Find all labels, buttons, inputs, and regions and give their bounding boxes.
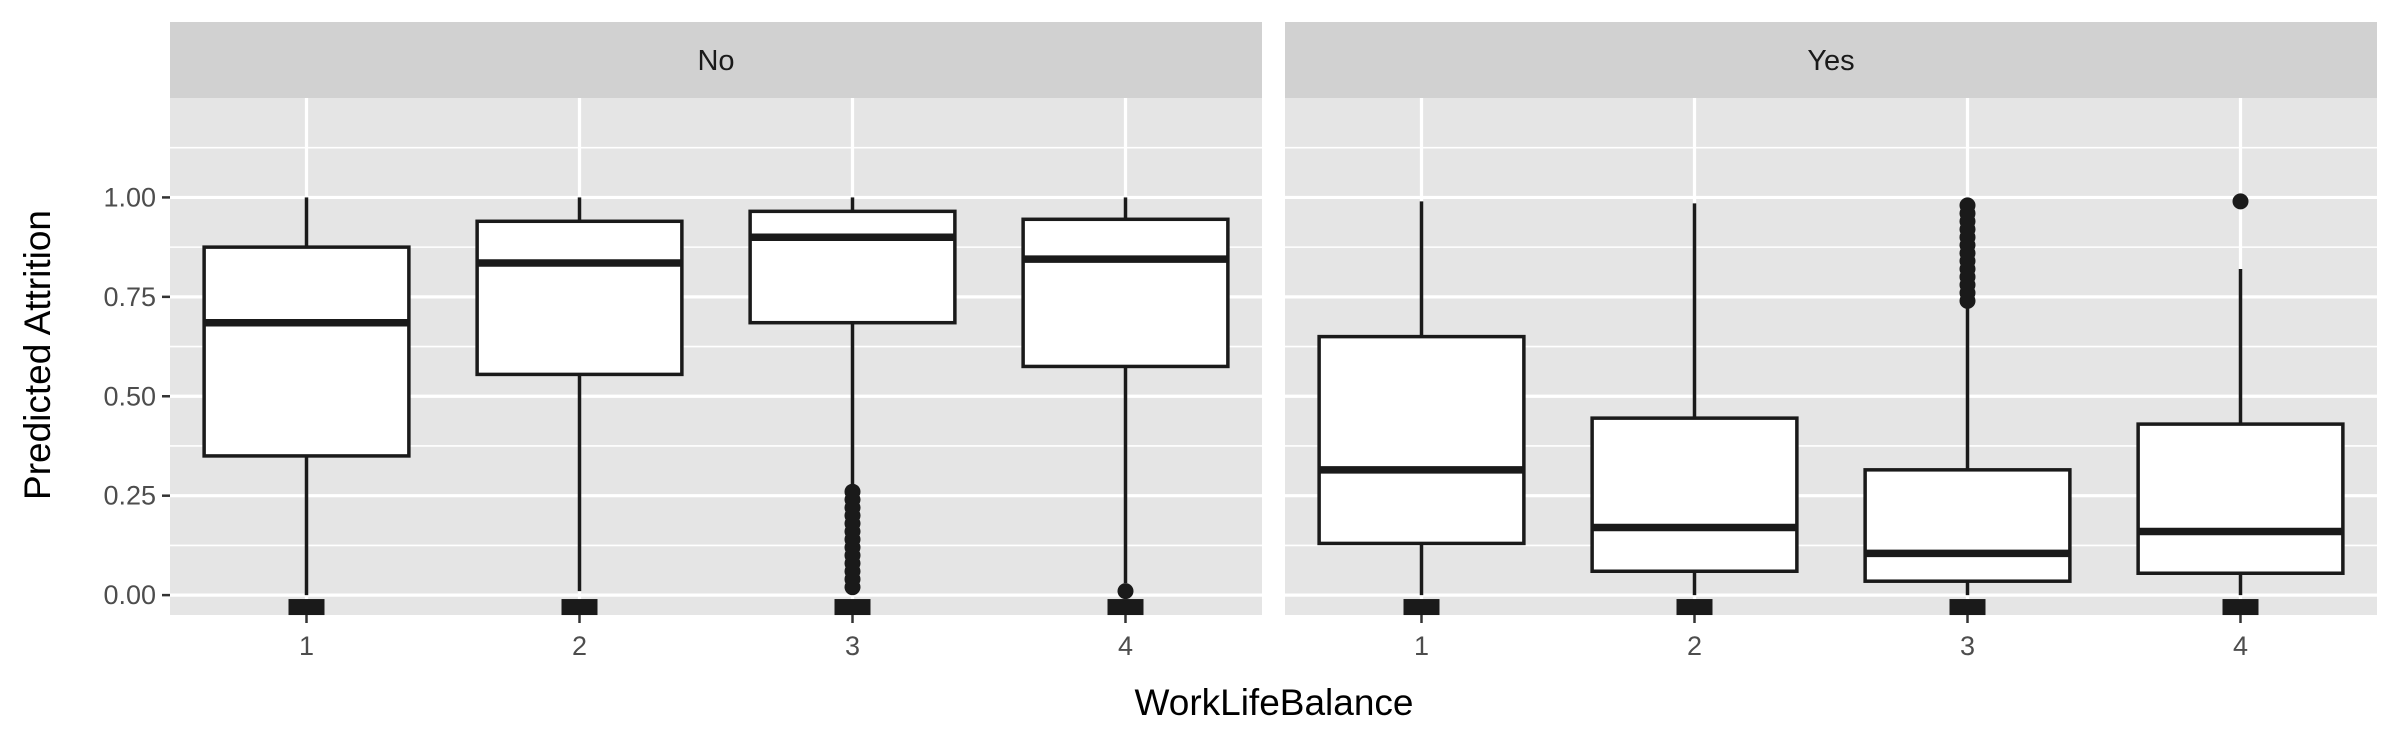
facet-panels: No Yes (170, 22, 2377, 616)
x-axis-title: WorkLifeBalance (1134, 682, 1413, 723)
y-tick-label: 0.25 (103, 481, 156, 511)
outlier-point (2232, 193, 2249, 210)
box-iqr (475, 219, 684, 377)
rug-mark (288, 599, 325, 616)
outlier-point (1117, 583, 1134, 600)
box-iqr (202, 245, 411, 458)
y-tick-label: 0.00 (103, 580, 156, 610)
rug-mark (1403, 599, 1440, 616)
box-yes-2 (1590, 203, 1799, 616)
box-yes-4 (2136, 193, 2345, 616)
rug-mark (1107, 599, 1144, 616)
box-no-2 (475, 197, 684, 616)
y-tick-label: 1.00 (103, 182, 156, 212)
box-iqr (1590, 416, 1799, 574)
outlier-point (1959, 197, 1976, 214)
x-tick-label: 1 (1414, 631, 1429, 661)
x-axis: 1 2 3 4 1 2 3 4 (299, 615, 2248, 661)
x-tick-label: 2 (572, 631, 587, 661)
rug-mark (561, 599, 598, 616)
box-iqr (2136, 422, 2345, 575)
y-axis-title: Predicted Attrition (17, 210, 58, 500)
facet-strip (1285, 22, 2377, 98)
x-tick-label: 3 (1960, 631, 1975, 661)
box-yes-3 (1863, 197, 2072, 616)
facet-yes: Yes (1285, 22, 2377, 616)
box-iqr (1021, 217, 1230, 369)
box-iqr (748, 209, 957, 325)
rug-mark (1676, 599, 1713, 616)
outlier-point (844, 483, 861, 500)
x-tick-label: 4 (1118, 631, 1133, 661)
box-no-3 (748, 197, 957, 616)
x-tick-label: 1 (299, 631, 314, 661)
facet-strip-label: No (697, 45, 734, 77)
box-no-4 (1021, 197, 1230, 616)
y-axis: 0.00 0.25 0.50 0.75 1.00 (103, 182, 170, 610)
facet-strip (170, 22, 1262, 98)
rug-mark (2222, 599, 2259, 616)
x-tick-label: 3 (845, 631, 860, 661)
y-tick-label: 0.75 (103, 282, 156, 312)
x-tick-label: 4 (2233, 631, 2248, 661)
facet-no: No (170, 22, 1262, 616)
y-tick-label: 0.50 (103, 381, 156, 411)
rug-mark (1949, 599, 1986, 616)
box-no-1 (202, 197, 411, 616)
rug-mark (834, 599, 871, 616)
box-iqr (1863, 468, 2072, 583)
x-tick-label: 2 (1687, 631, 1702, 661)
facet-strip-label: Yes (1807, 45, 1854, 77)
box-yes-1 (1317, 201, 1526, 616)
box-iqr (1317, 334, 1526, 546)
